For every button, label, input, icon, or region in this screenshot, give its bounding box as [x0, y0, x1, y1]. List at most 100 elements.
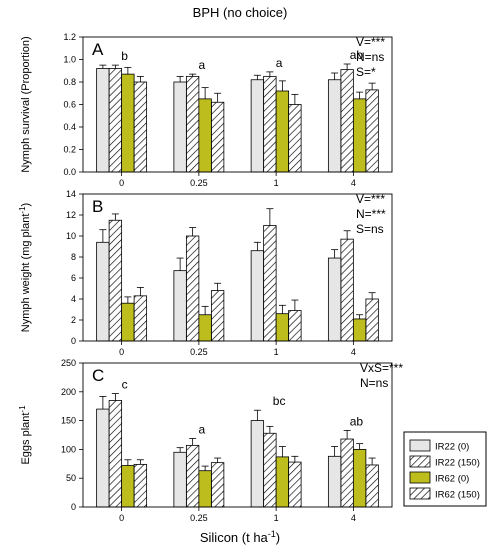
- bar: [365, 89, 379, 173]
- bar: [352, 98, 367, 173]
- bar: [365, 464, 379, 508]
- group-letter: ab: [350, 414, 364, 428]
- bar: [340, 69, 354, 173]
- bar: [340, 238, 354, 342]
- bar: [288, 461, 302, 508]
- bar: [133, 295, 148, 342]
- stats-annotation: S=*: [356, 65, 376, 79]
- y-tick-label: 150: [61, 416, 76, 426]
- bar: [352, 318, 367, 342]
- plot-frame: [82, 193, 393, 342]
- x-tick-label: 0: [119, 178, 124, 188]
- bar: [263, 225, 277, 342]
- legend-label: IR62 (150): [435, 490, 480, 501]
- group-letter: a: [199, 422, 206, 436]
- y-tick-label: 2: [71, 315, 76, 325]
- stats-annotation: N=***: [356, 207, 386, 221]
- bar: [250, 250, 265, 342]
- bar: [210, 101, 225, 173]
- x-tick-label: 0.25: [190, 178, 208, 188]
- bar: [263, 432, 277, 508]
- group-letter: c: [122, 378, 128, 392]
- bar: [121, 465, 135, 508]
- legend-label: IR22 (0): [435, 442, 469, 453]
- y-tick-label: 0: [71, 502, 76, 512]
- y-tick-label: 0.4: [63, 122, 76, 132]
- x-tick-label: 0: [119, 347, 124, 357]
- y-tick-label: 100: [61, 444, 76, 454]
- panel-C: c 0 a 0.25 bc 1 ab 4 0 50 100 150 200 250 Eggs plant-1…: [18, 358, 403, 523]
- y-tick-label: 12: [66, 210, 76, 220]
- bar: [288, 310, 302, 342]
- y-tick-label: 6: [71, 273, 76, 283]
- bar: [108, 400, 123, 508]
- y-tick-label: 250: [61, 358, 76, 368]
- y-tick-label: 14: [66, 189, 76, 199]
- y-tick-label: 8: [71, 252, 76, 262]
- y-tick-label: 0.8: [63, 77, 76, 87]
- y-tick-label: 50: [66, 473, 76, 483]
- y-tick-label: 0: [71, 336, 76, 346]
- x-tick-label: 1: [274, 178, 279, 188]
- panel-letter: A: [92, 40, 104, 59]
- figure-title: BPH (no choice): [193, 5, 288, 20]
- x-tick-label: 1: [274, 513, 279, 523]
- bar: [275, 313, 290, 342]
- bar: [365, 298, 379, 342]
- bar: [263, 75, 277, 173]
- panels: b 0 a 0.25 a 1 ab 4 0.0 0.2 0.4 0.6 0.8 1.0 1.2 Nymph s…: [18, 32, 403, 523]
- x-tick-label: 0.25: [190, 513, 208, 523]
- x-tick-label: 4: [351, 347, 356, 357]
- group-letter: b: [121, 49, 128, 63]
- bar: [327, 257, 342, 342]
- bar: [340, 438, 354, 508]
- bar: [250, 79, 265, 173]
- stats-annotation: N=ns: [356, 50, 384, 64]
- y-axis-label: Eggs plant-1: [18, 405, 32, 465]
- bar: [198, 314, 212, 342]
- y-tick-label: 0.6: [63, 100, 76, 110]
- group-letter: a: [276, 56, 283, 70]
- y-tick-label: 4: [71, 294, 76, 304]
- x-tick-label: 4: [351, 178, 356, 188]
- y-tick-label: 200: [61, 387, 76, 397]
- y-axis-label: Nymph weight (mg plant-1): [18, 203, 32, 332]
- bar: [173, 270, 187, 342]
- legend-swatch: [409, 455, 431, 468]
- x-tick-label: 0: [119, 513, 124, 523]
- stats-annotation: V=***: [356, 192, 385, 206]
- bar: [133, 81, 148, 173]
- bar: [327, 79, 342, 173]
- bar: [96, 241, 110, 342]
- legend-swatch: [409, 487, 431, 500]
- stats-annotation: V=***: [356, 35, 385, 49]
- bar: [108, 219, 123, 342]
- bar: [173, 81, 187, 173]
- bar: [327, 455, 342, 508]
- stats-annotation: S=ns: [356, 222, 384, 236]
- bar: [121, 73, 135, 173]
- legend-label: IR22 (150): [435, 458, 480, 469]
- group-letter: bc: [273, 394, 286, 408]
- legend-label: IR62 (0): [435, 474, 469, 485]
- bar: [275, 90, 290, 173]
- bar: [96, 68, 110, 173]
- legend-swatch: [409, 471, 431, 484]
- bar: [250, 420, 265, 508]
- group-letter: a: [199, 58, 206, 72]
- bar: [288, 104, 302, 173]
- x-axis-label: Silicon (t ha-1): [200, 529, 280, 545]
- bar: [185, 235, 200, 342]
- legend: IR22 (0) IR22 (150) IR62 (0) IR62 (150): [403, 431, 487, 507]
- y-tick-label: 1.2: [63, 32, 76, 42]
- bar: [185, 444, 200, 508]
- bar: [210, 290, 225, 342]
- bar: [133, 463, 148, 508]
- stats-annotation: VxS=***: [360, 361, 403, 375]
- bar: [96, 408, 110, 508]
- stats-annotation: N=ns: [360, 376, 388, 390]
- panel-A: b 0 a 0.25 a 1 ab 4 0.0 0.2 0.4 0.6 0.8 1.0 1.2 Nymph s…: [20, 32, 393, 188]
- bar: [275, 456, 290, 508]
